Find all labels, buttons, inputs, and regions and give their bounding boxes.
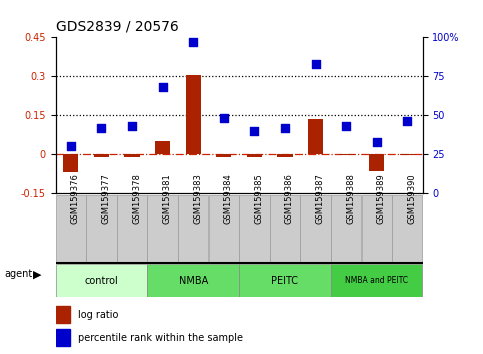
Bar — [400, 154, 415, 155]
Text: percentile rank within the sample: percentile rank within the sample — [78, 333, 242, 343]
Text: NMBA and PEITC: NMBA and PEITC — [345, 276, 408, 285]
Bar — [270, 195, 300, 263]
Bar — [86, 195, 116, 263]
Bar — [362, 195, 392, 263]
Bar — [216, 154, 231, 156]
Text: agent: agent — [5, 269, 33, 279]
Point — [189, 39, 197, 45]
Text: log ratio: log ratio — [78, 310, 118, 320]
Point — [98, 125, 105, 130]
Bar — [56, 195, 86, 263]
Bar — [56, 264, 147, 297]
Text: GSM159386: GSM159386 — [285, 173, 294, 224]
Bar — [331, 264, 422, 297]
Bar — [339, 154, 354, 155]
Bar — [247, 154, 262, 156]
Bar — [209, 195, 239, 263]
Point — [128, 123, 136, 129]
Bar — [300, 195, 331, 263]
Bar — [94, 154, 109, 156]
Text: GSM159384: GSM159384 — [224, 173, 233, 224]
Point — [403, 119, 411, 124]
Bar — [239, 195, 270, 263]
Text: ▶: ▶ — [33, 269, 42, 279]
Bar — [155, 141, 170, 154]
Bar — [277, 154, 293, 156]
Bar — [125, 154, 140, 156]
Text: GDS2839 / 20576: GDS2839 / 20576 — [56, 19, 178, 34]
Point — [281, 125, 289, 130]
Bar — [147, 195, 178, 263]
Text: control: control — [85, 275, 118, 286]
Text: GSM159378: GSM159378 — [132, 173, 141, 224]
Point — [159, 84, 167, 90]
Text: GSM159377: GSM159377 — [101, 173, 111, 224]
Bar — [239, 264, 330, 297]
Text: PEITC: PEITC — [271, 275, 298, 286]
Point — [312, 61, 319, 67]
Bar — [56, 329, 70, 347]
Text: GSM159387: GSM159387 — [315, 173, 325, 224]
Text: GSM159381: GSM159381 — [163, 173, 171, 224]
Point — [342, 123, 350, 129]
Bar — [308, 119, 323, 154]
Text: GSM159388: GSM159388 — [346, 173, 355, 224]
Bar — [331, 195, 361, 263]
Point — [67, 143, 75, 149]
Text: GSM159390: GSM159390 — [407, 173, 416, 224]
Text: NMBA: NMBA — [179, 275, 208, 286]
Bar — [117, 195, 147, 263]
Bar — [178, 195, 208, 263]
Bar — [369, 154, 384, 171]
Bar — [147, 264, 239, 297]
Bar — [185, 75, 201, 154]
Bar — [392, 195, 423, 263]
Text: GSM159383: GSM159383 — [193, 173, 202, 224]
Point — [220, 115, 227, 121]
Point — [251, 128, 258, 133]
Text: GSM159376: GSM159376 — [71, 173, 80, 224]
Text: GSM159389: GSM159389 — [377, 173, 386, 224]
Bar — [56, 306, 70, 323]
Bar — [63, 154, 78, 172]
Point — [373, 139, 381, 144]
Text: GSM159385: GSM159385 — [255, 173, 263, 224]
